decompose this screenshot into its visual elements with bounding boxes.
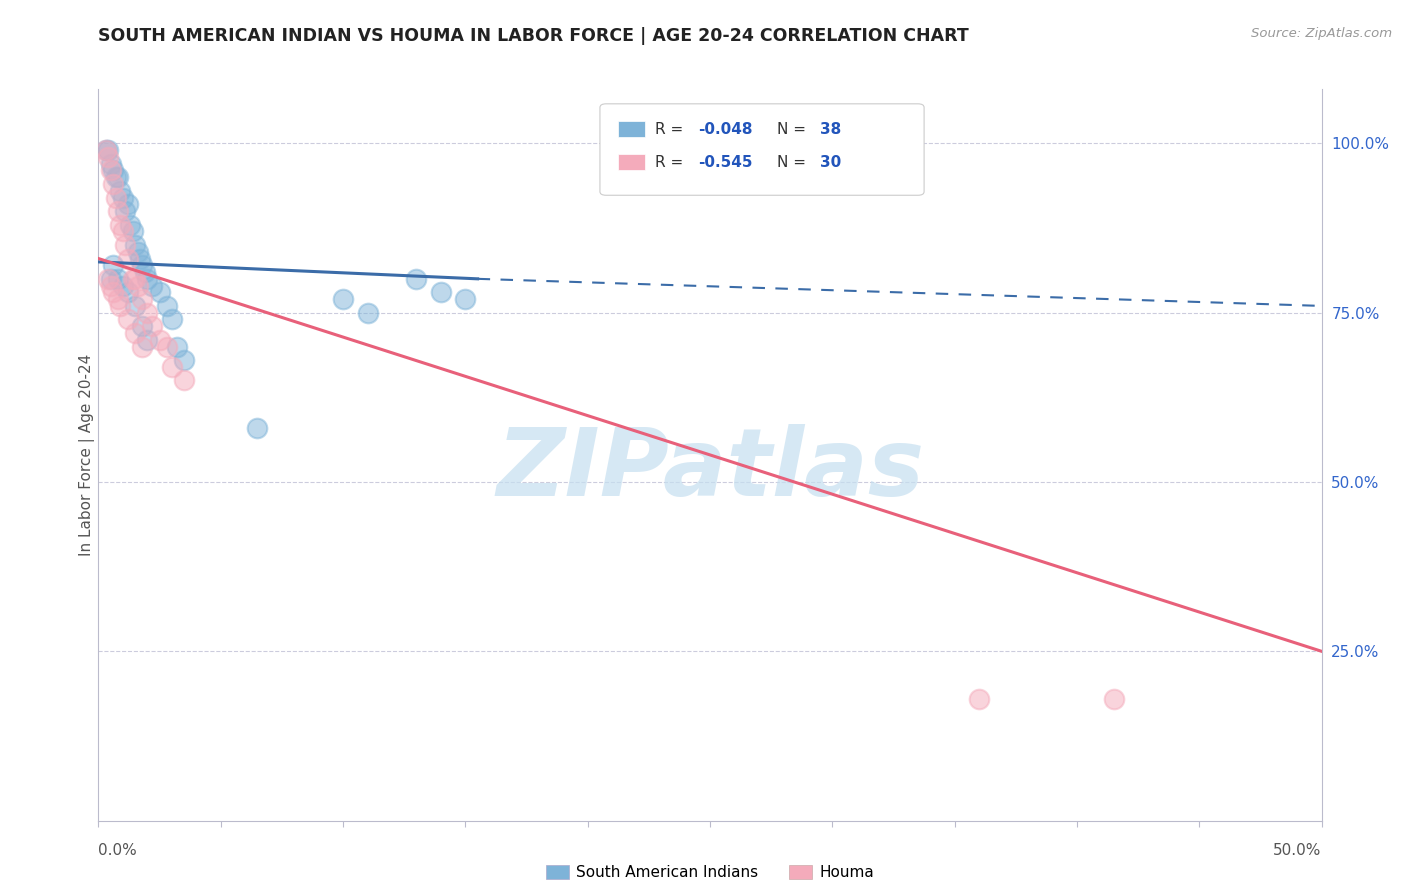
Point (160, 312, 183, 326)
Point (156, 299, 179, 313)
Point (111, 278, 134, 293)
Point (134, 265, 156, 279)
Point (129, 252, 152, 266)
Point (117, 285, 139, 300)
Text: 30: 30 (820, 155, 841, 169)
Text: SOUTH AMERICAN INDIAN VS HOUMA IN LABOR FORCE | AGE 20-24 CORRELATION CHART: SOUTH AMERICAN INDIAN VS HOUMA IN LABOR … (98, 27, 969, 45)
Point (114, 238, 136, 252)
Point (149, 333, 172, 347)
Point (1102, 691, 1125, 706)
Point (101, 163, 124, 178)
Text: ZIPatlas: ZIPatlas (496, 424, 924, 516)
Text: Source: ZipAtlas.com: Source: ZipAtlas.com (1251, 27, 1392, 40)
Point (104, 170, 127, 185)
Text: R =: R = (655, 122, 688, 137)
Text: N =: N = (778, 122, 811, 137)
Text: -0.545: -0.545 (697, 155, 752, 169)
Point (430, 285, 453, 300)
Point (117, 312, 139, 326)
Point (136, 272, 159, 286)
Point (97, 150, 120, 164)
Point (104, 190, 127, 204)
Point (121, 272, 143, 286)
Point (246, 421, 269, 435)
Point (141, 278, 163, 293)
Text: 50.0%: 50.0% (1274, 843, 1322, 858)
Text: N =: N = (778, 155, 811, 169)
Point (166, 340, 188, 354)
Point (173, 373, 195, 387)
Y-axis label: In Labor Force | Age 20-24: In Labor Force | Age 20-24 (79, 354, 96, 556)
Point (136, 306, 159, 320)
Point (94, 143, 117, 157)
Point (110, 184, 132, 198)
Point (141, 319, 163, 334)
Point (107, 292, 129, 306)
Text: R =: R = (655, 155, 688, 169)
Point (100, 272, 122, 286)
Point (114, 204, 136, 219)
Point (111, 190, 134, 204)
Point (120, 218, 142, 232)
Point (967, 691, 990, 706)
Point (107, 170, 129, 185)
Point (97, 143, 120, 157)
Point (173, 353, 195, 368)
Text: -0.048: -0.048 (697, 122, 752, 137)
Point (405, 272, 427, 286)
FancyBboxPatch shape (619, 121, 645, 137)
Point (124, 326, 146, 340)
Point (117, 252, 139, 266)
FancyBboxPatch shape (619, 154, 645, 170)
Point (110, 218, 132, 232)
Text: 0.0%: 0.0% (98, 843, 138, 858)
Point (97, 272, 120, 286)
Point (121, 224, 143, 238)
Point (127, 244, 149, 259)
Point (100, 278, 122, 293)
Point (100, 163, 122, 178)
Point (110, 299, 132, 313)
Legend: South American Indians, Houma: South American Indians, Houma (540, 859, 880, 886)
Point (101, 258, 124, 272)
Point (332, 292, 354, 306)
Point (124, 272, 146, 286)
Point (160, 359, 183, 374)
Point (131, 340, 153, 354)
Point (131, 258, 153, 272)
Point (94, 143, 117, 157)
Point (107, 204, 129, 219)
Point (101, 285, 124, 300)
Point (356, 306, 378, 320)
Text: 38: 38 (820, 122, 841, 137)
Point (124, 238, 146, 252)
Point (111, 224, 134, 238)
Point (100, 157, 122, 171)
Point (454, 292, 477, 306)
Point (124, 299, 146, 313)
Point (131, 292, 153, 306)
Point (131, 319, 153, 334)
Point (136, 333, 159, 347)
Point (149, 285, 172, 300)
FancyBboxPatch shape (600, 103, 924, 195)
Point (117, 197, 139, 211)
Point (101, 177, 124, 191)
Point (107, 272, 129, 286)
Point (127, 278, 149, 293)
Point (156, 340, 179, 354)
